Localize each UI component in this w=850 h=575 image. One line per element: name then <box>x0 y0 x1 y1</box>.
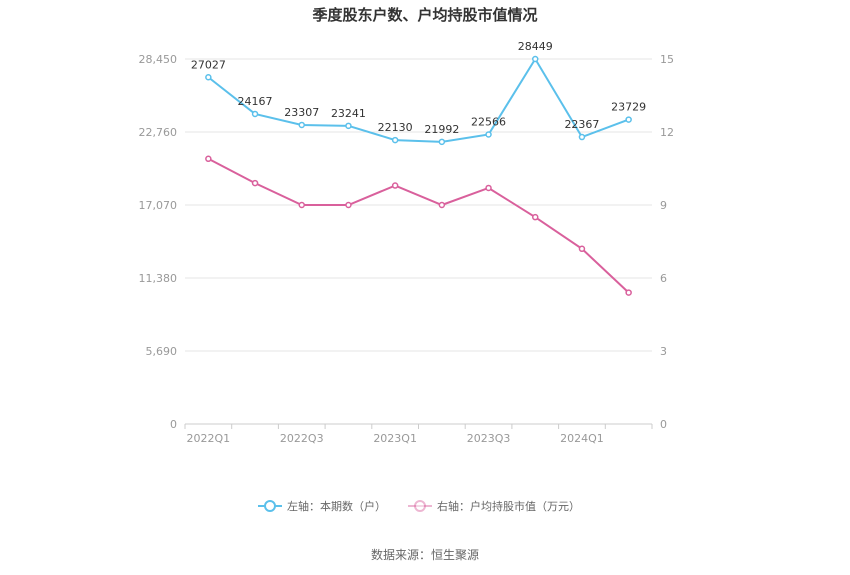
series-layer: 27027 24167 23307 23241 22130 21992 22566 28449… <box>191 40 646 296</box>
data-point <box>298 201 305 209</box>
chart-title: 季度股东户数、户均持股市值情况 <box>312 6 537 24</box>
right-tick-label: 0 <box>660 418 667 431</box>
series-2 <box>205 155 632 296</box>
left-tick-label: 17,070 <box>139 199 178 212</box>
left-tick-label: 22,760 <box>139 126 178 139</box>
right-tick-label: 15 <box>660 53 674 66</box>
x-tick-label: 2022Q3 <box>280 432 324 445</box>
data-point <box>345 122 352 130</box>
data-point <box>532 213 539 221</box>
series-1: 27027 24167 23307 23241 22130 21992 22566 28449… <box>191 40 646 146</box>
legend[interactable]: 左轴：本期数（户） 右轴：户均持股市值（万元） <box>258 499 580 513</box>
legend-item-2[interactable]: 右轴：户均持股市值（万元） <box>408 499 580 513</box>
data-point <box>438 138 446 146</box>
data-point <box>298 121 305 129</box>
data-point <box>345 201 352 209</box>
series-line <box>207 157 630 294</box>
data-label: 27027 <box>191 58 226 71</box>
data-point <box>391 182 399 189</box>
data-point <box>485 131 492 138</box>
data-label: 24167 <box>238 95 273 108</box>
legend-marker <box>414 500 426 512</box>
data-label: 28449 <box>518 40 553 53</box>
legend-label: 左轴：本期数（户） <box>287 499 386 513</box>
data-label: 23729 <box>611 101 646 114</box>
data-point <box>578 133 586 141</box>
right-tick-label: 6 <box>660 272 667 285</box>
data-label: 23307 <box>284 106 319 119</box>
data-label: 22130 <box>378 121 413 134</box>
grid <box>185 58 652 425</box>
right-tick-label: 3 <box>660 345 667 358</box>
data-point <box>532 55 539 63</box>
data-point <box>485 184 492 192</box>
left-tick-label: 28,450 <box>139 53 178 66</box>
data-label: 21992 <box>424 123 459 136</box>
data-label: 22367 <box>564 118 599 131</box>
right-axis: 0 3 6 9 12 15 <box>660 53 674 431</box>
data-point <box>625 116 632 123</box>
data-point <box>251 110 259 118</box>
series-line <box>207 57 630 143</box>
data-point <box>391 136 399 144</box>
data-point <box>205 74 212 81</box>
left-tick-label: 0 <box>170 418 177 431</box>
left-tick-label: 5,690 <box>146 345 178 358</box>
data-label: 23241 <box>331 107 366 120</box>
x-axis: 2022Q1 2022Q3 2023Q1 2023Q3 2024Q1 <box>184 424 653 445</box>
data-point <box>251 179 259 187</box>
left-tick-label: 11,380 <box>139 272 178 285</box>
data-point <box>625 289 632 296</box>
legend-label: 右轴：户均持股市值（万元） <box>437 499 580 513</box>
data-label: 22566 <box>471 115 506 128</box>
data-point <box>578 245 586 253</box>
x-tick-label: 2023Q1 <box>373 432 417 445</box>
left-axis: 0 5,690 11,380 17,070 22,760 28,450 <box>139 53 178 431</box>
x-tick-label: 2024Q1 <box>560 432 604 445</box>
data-point <box>205 155 212 163</box>
legend-item-1[interactable]: 左轴：本期数（户） <box>258 499 386 513</box>
legend-marker <box>264 500 276 512</box>
source-text: 数据来源：恒生聚源 <box>371 547 479 562</box>
right-tick-label: 9 <box>660 199 667 212</box>
x-tick-label: 2023Q3 <box>467 432 511 445</box>
data-point <box>438 201 446 209</box>
right-tick-label: 12 <box>660 126 674 139</box>
x-tick-label: 2022Q1 <box>187 432 231 445</box>
